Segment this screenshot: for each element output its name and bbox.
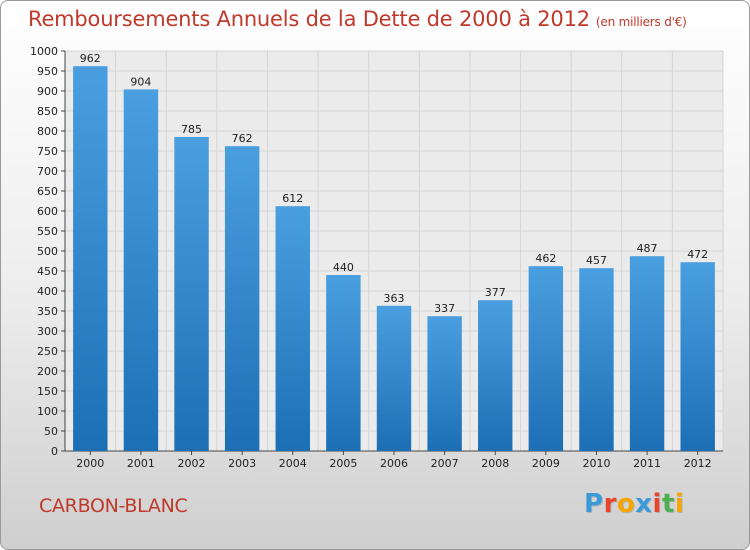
bar-2002 xyxy=(174,137,209,451)
value-label-2009: 462 xyxy=(535,252,556,265)
value-label-2003: 762 xyxy=(232,132,253,145)
chart-title-main: Remboursements Annuels de la Dette de 20… xyxy=(28,7,590,31)
value-label-2007: 337 xyxy=(434,302,455,315)
value-label-2012: 472 xyxy=(687,248,708,261)
y-tick-label: 650 xyxy=(37,185,58,198)
value-label-2002: 785 xyxy=(181,123,202,136)
logo-letter: i xyxy=(652,489,662,519)
x-tick-label-2010: 2010 xyxy=(582,457,610,470)
x-tick-label-2005: 2005 xyxy=(329,457,357,470)
chart-title: Remboursements Annuels de la Dette de 20… xyxy=(28,7,687,31)
logo-letter: P xyxy=(584,489,604,519)
y-tick-label: 200 xyxy=(37,365,58,378)
bar-2011 xyxy=(629,256,665,451)
bar-2004 xyxy=(275,206,310,451)
x-tick-label-2003: 2003 xyxy=(228,457,256,470)
y-tick-label: 50 xyxy=(44,425,58,438)
value-label-2010: 457 xyxy=(586,254,607,267)
value-label-2008: 377 xyxy=(485,286,506,299)
x-tick-label-2009: 2009 xyxy=(532,457,560,470)
y-tick-label: 700 xyxy=(37,165,58,178)
x-tick-label-2000: 2000 xyxy=(76,457,104,470)
bar-2001 xyxy=(123,89,159,452)
value-label-2004: 612 xyxy=(282,192,303,205)
value-label-2005: 440 xyxy=(333,261,354,274)
bar-2005 xyxy=(326,275,361,451)
x-tick-label-2004: 2004 xyxy=(279,457,307,470)
chart-subtitle: (en milliers d'€) xyxy=(595,15,687,29)
bar-2000 xyxy=(73,66,108,451)
logo-letter: o xyxy=(616,489,636,519)
y-tick-label: 400 xyxy=(37,285,58,298)
y-tick-label: 300 xyxy=(37,325,58,338)
y-tick-label: 100 xyxy=(37,405,58,418)
value-label-2011: 487 xyxy=(637,242,658,255)
bar-2010 xyxy=(579,268,614,451)
y-tick-label: 900 xyxy=(37,85,58,98)
y-tick-label: 0 xyxy=(51,445,58,458)
x-tick-label-2001: 2001 xyxy=(127,457,155,470)
y-tick-label: 550 xyxy=(37,225,58,238)
value-label-2006: 363 xyxy=(384,292,405,305)
bar-2007 xyxy=(427,316,462,451)
y-tick-label: 1000 xyxy=(30,45,58,58)
y-tick-label: 600 xyxy=(37,205,58,218)
x-tick-label-2008: 2008 xyxy=(481,457,509,470)
x-tick-label-2011: 2011 xyxy=(633,457,661,470)
y-tick-label: 950 xyxy=(37,65,58,78)
logo-letter: r xyxy=(603,489,617,519)
logo-letter: x xyxy=(635,489,653,519)
x-tick-label-2012: 2012 xyxy=(684,457,712,470)
y-tick-label: 850 xyxy=(37,105,58,118)
x-tick-label-2006: 2006 xyxy=(380,457,408,470)
y-tick-label: 350 xyxy=(37,305,58,318)
y-tick-label: 250 xyxy=(37,345,58,358)
x-tick-label-2002: 2002 xyxy=(178,457,206,470)
y-tick-label: 150 xyxy=(37,385,58,398)
y-tick-label: 800 xyxy=(37,125,58,138)
bar-2009 xyxy=(528,266,564,451)
x-tick-label-2007: 2007 xyxy=(431,457,459,470)
commune-name: CARBON-BLANC xyxy=(39,495,188,517)
y-tick-label: 450 xyxy=(37,265,58,278)
y-tick-label: 500 xyxy=(37,245,58,258)
proxiti-logo[interactable]: Proxiti xyxy=(584,489,684,519)
y-tick-label: 750 xyxy=(37,145,58,158)
value-label-2000: 962 xyxy=(80,52,101,65)
bar-2003 xyxy=(224,146,260,451)
logo-letter: i xyxy=(674,489,685,519)
value-label-2001: 904 xyxy=(130,75,151,88)
logo-letter: t xyxy=(661,489,675,519)
bar-2008 xyxy=(478,300,513,451)
bar-2006 xyxy=(376,305,412,451)
bar-2012 xyxy=(680,262,715,451)
